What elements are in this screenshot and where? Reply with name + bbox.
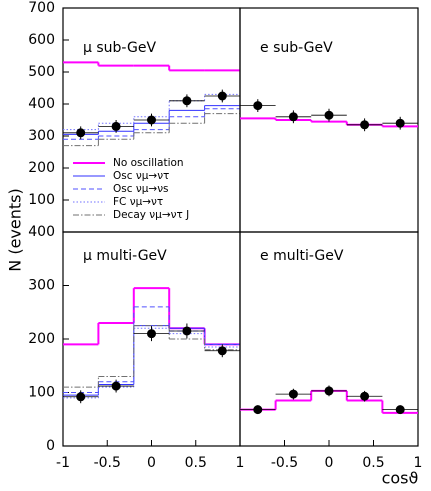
data-point (217, 91, 227, 101)
x-tick-label: 0 (147, 455, 156, 471)
x-tick-label: 0.5 (185, 455, 207, 471)
y-tick-label: 0 (46, 438, 55, 454)
data-point (324, 110, 334, 120)
data-point (395, 405, 405, 415)
data-point (324, 386, 334, 396)
data-point (360, 120, 370, 130)
y-tick-label: 200 (28, 331, 55, 347)
data-point (147, 329, 156, 339)
data-point (182, 96, 192, 106)
data-point (182, 326, 192, 336)
data-point (288, 389, 298, 399)
x-tick-label: -0.5 (271, 455, 298, 471)
x-tick-label: -0.5 (94, 455, 121, 471)
panel-frame (239, 231, 419, 447)
x-tick-label: 0 (325, 455, 334, 471)
y-tick-label: 300 (28, 278, 55, 294)
y-tick-label: 400 (28, 224, 55, 240)
data-point (288, 112, 298, 122)
x-tick-label: 0.5 (362, 455, 384, 471)
y-tick-label: 500 (28, 64, 55, 80)
y-tick-label: 100 (28, 385, 55, 401)
legend-label: No oscillation (113, 157, 184, 169)
data-point (76, 128, 86, 138)
data-point (76, 392, 86, 402)
legend-label: Decay νμ→ντ J (113, 209, 189, 221)
x-tick-label: 1 (236, 455, 245, 471)
panel-title: e multi-GeV (260, 248, 344, 264)
data-point (253, 405, 263, 415)
y-axis-label: N (events) (6, 188, 25, 271)
data-point (147, 115, 156, 125)
data-point (111, 121, 121, 131)
y-tick-label: 200 (28, 160, 55, 176)
y-tick-label: 400 (28, 96, 55, 112)
y-tick-label: 300 (28, 128, 55, 144)
data-point (360, 391, 370, 401)
x-axis-label: cosϑ (382, 469, 419, 488)
panel-title: e sub-GeV (260, 40, 333, 56)
y-tick-label: 700 (28, 0, 55, 16)
legend-label: FC νμ→ντ (113, 196, 163, 208)
y-tick-label: 600 (28, 32, 55, 48)
panel-title: μ sub-GeV (83, 40, 156, 56)
y-tick-label: 100 (28, 192, 55, 208)
x-tick-label: 1 (414, 455, 423, 471)
data-point (395, 118, 405, 128)
x-tick-label: -1 (56, 455, 70, 471)
legend-label: Osc νμ→ντ (113, 170, 169, 182)
legend-label: Osc νμ→νs (113, 183, 169, 195)
data-point (111, 381, 121, 391)
data-point (253, 101, 263, 111)
data-point (217, 346, 227, 356)
panel-title: μ multi-GeV (83, 248, 167, 264)
